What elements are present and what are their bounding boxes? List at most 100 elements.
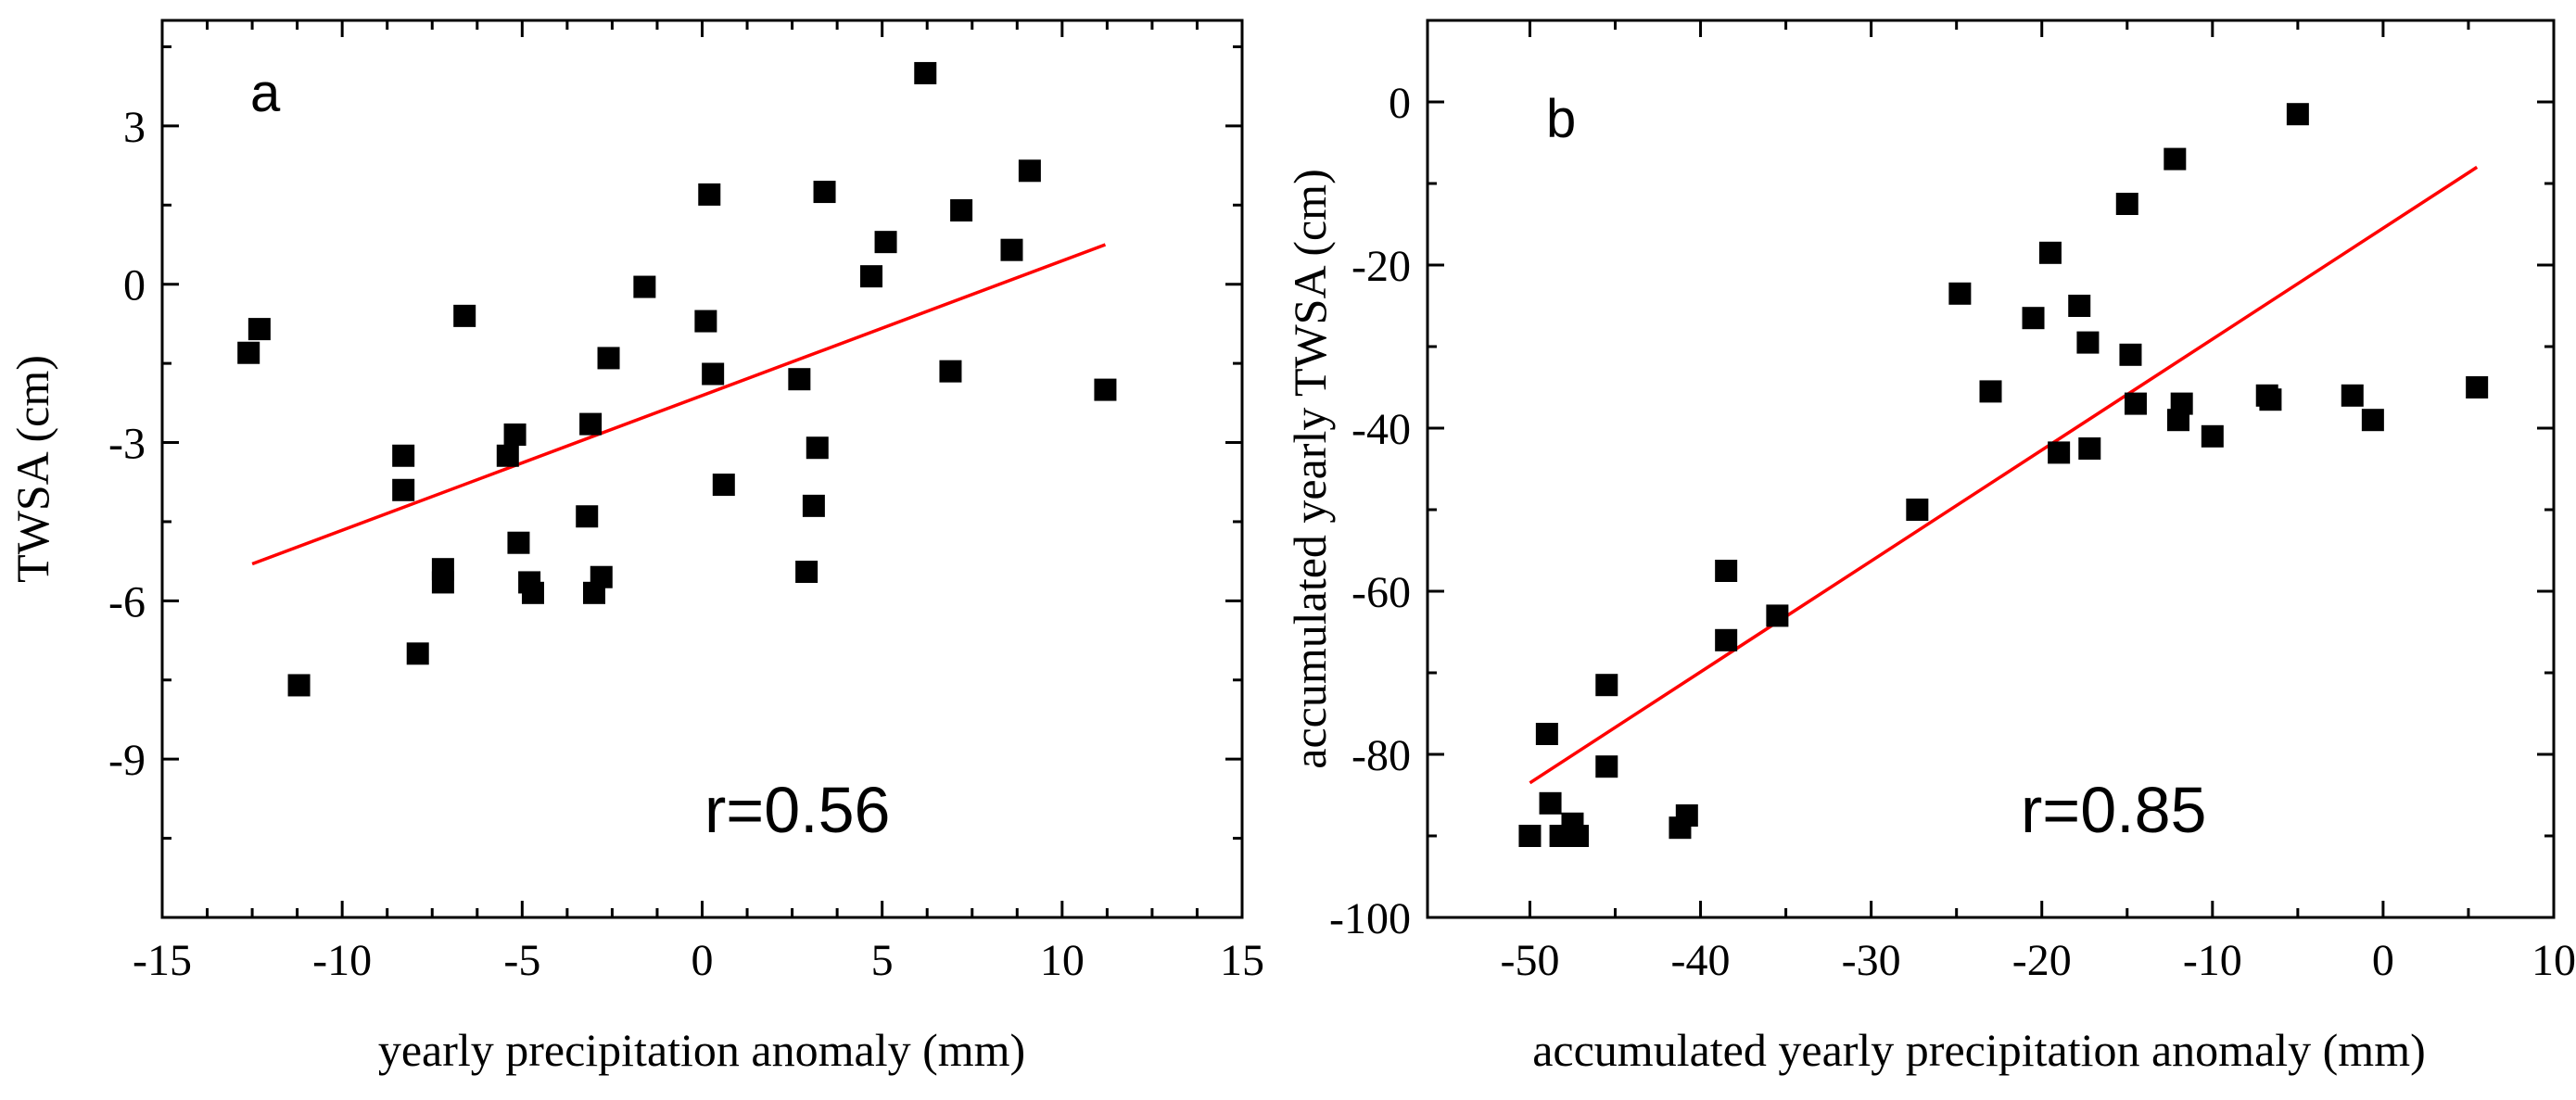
panel-a-data-point	[287, 674, 311, 697]
panel-a-x-tick-label: -10	[312, 936, 372, 985]
panel-b-data-point	[1595, 674, 1618, 697]
panel-b-data-point	[2115, 193, 2138, 215]
panel-a-data-point	[392, 444, 415, 467]
panel-a-data-point	[521, 581, 544, 604]
panel-a-data-point	[950, 198, 973, 221]
panel-b-y-tick-label: -80	[1351, 731, 1411, 780]
panel-a-data-point	[1094, 378, 1117, 401]
panel-a-y-tick-label: -3	[108, 420, 146, 469]
panel-a-data-point	[1018, 159, 1041, 183]
panel-b-data-point	[1518, 825, 1542, 847]
panel-a-data-point	[576, 505, 599, 528]
panel-a-data-point	[633, 275, 656, 298]
panel-a-data-point	[874, 231, 897, 254]
panel-a-x-tick-label: 10	[1040, 936, 1085, 985]
panel-b-correlation-label: r=0.85	[2021, 774, 2206, 846]
panel-a-plot-frame	[160, 19, 1244, 919]
panel-a-data-point	[860, 265, 883, 288]
panel-b-data-point	[1906, 499, 1929, 521]
panel-a-data-point	[597, 347, 620, 370]
panel-b-data-point	[1535, 723, 1558, 745]
panel-a-x-tick-label: -5	[503, 936, 540, 985]
panel-a-data-point	[503, 423, 527, 446]
panel-b-data-point	[2078, 437, 2101, 460]
panel-a-data-point	[406, 642, 429, 665]
panel-a-data-point	[698, 183, 721, 206]
panel-a-data-point	[712, 474, 735, 497]
panel-b-data-point	[2201, 424, 2224, 448]
panel-b-data-point	[1715, 560, 1738, 582]
panel-a-data-point	[702, 362, 725, 386]
panel-b-data-point	[1539, 791, 1562, 815]
panel-b-data-point	[1979, 380, 2002, 403]
panel-a-data-point	[806, 436, 829, 460]
panel-b-panel-letter: b	[1546, 89, 1576, 149]
panel-a-correlation-label: r=0.56	[704, 774, 890, 846]
panel-b-x-tick-label: 0	[2372, 936, 2394, 985]
panel-b-data-point	[2068, 295, 2091, 317]
panel-a-data-point	[579, 412, 603, 436]
panel-a-data-point	[496, 444, 519, 467]
panel-b-x-tick-label: -40	[1671, 936, 1731, 985]
panel-b-plot-frame	[1426, 19, 2556, 919]
panel-a-x-tick-label: -15	[133, 936, 192, 985]
panel-a-data-point	[795, 561, 818, 584]
panel-b-x-axis-label: accumulated yearly precipitation anomaly…	[1532, 1024, 2426, 1076]
panel-a-data-point	[788, 368, 811, 391]
panel-a-data-point	[247, 318, 271, 341]
panel-a: -15 -10 -5 0 5 10 15 -9 -6 -3 0 3 yearly precipitati…	[6, 19, 1264, 1076]
panel-b-data-point	[2341, 384, 2364, 407]
panel-a-x-tick-label: 0	[692, 936, 714, 985]
panel-b-y-tick-label: -40	[1351, 405, 1411, 454]
panel-b-data-point	[2170, 392, 2193, 415]
panel-b-x-tick-label: 10	[2532, 936, 2576, 985]
panel-a-data-point	[694, 310, 717, 333]
panel-b-data-point	[2022, 307, 2045, 330]
panel-b-data-point	[2286, 103, 2309, 126]
panel-a-data-point	[813, 181, 836, 204]
panel-a-data-point	[802, 494, 825, 517]
panel-b-y-axis-label: accumulated yearly TWSA (cm)	[1284, 169, 1336, 768]
panel-a-y-tick-label: -6	[108, 577, 146, 626]
panel-a-x-tick-label: 15	[1220, 936, 1264, 985]
panel-b-data-point	[2259, 388, 2282, 411]
panel-a-data-point	[237, 341, 260, 364]
panel-a-data-point	[507, 531, 530, 554]
panel-b-data-point	[2466, 376, 2489, 398]
panel-a-data-point	[914, 61, 937, 84]
panel-b-y-tick-label: -60	[1351, 568, 1411, 617]
panel-a-y-tick-label: 0	[123, 261, 146, 310]
panel-b-data-point	[1675, 804, 1698, 827]
panel-a-fit-line	[251, 243, 1107, 566]
panel-b-data-point	[1567, 825, 1589, 847]
panel-a-y-tick-label: 3	[123, 103, 146, 152]
panel-a-data-point	[392, 478, 415, 501]
panel-b-data-point	[2164, 147, 2187, 171]
panel-a-x-tick-label: 5	[871, 936, 894, 985]
panel-b-data-point	[1715, 628, 1738, 651]
panel-b-data-point	[2038, 241, 2062, 264]
panel-b-y-tick-label: -100	[1329, 894, 1411, 943]
panel-a-data-point	[590, 565, 613, 588]
panel-a-data-point	[939, 360, 962, 383]
panel-a-data-point	[453, 304, 476, 327]
panel-b-data-point	[1766, 604, 1789, 627]
panel-b-fit-line	[1529, 165, 2479, 785]
panel-b-data-point	[2048, 441, 2071, 464]
panel-b-data-point	[2361, 409, 2384, 432]
panel-a-x-axis-label: yearly precipitation anomaly (mm)	[378, 1024, 1025, 1076]
panel-b-y-tick-label: 0	[1389, 79, 1411, 128]
panel-b-data-point	[2119, 343, 2142, 366]
panel-a-data-point	[1000, 238, 1023, 261]
panel-b-x-tick-label: -20	[2012, 936, 2072, 985]
panel-b-data-point	[1948, 282, 1972, 305]
panel-a-y-tick-label: -9	[108, 736, 146, 785]
panel-a-y-axis-label: TWSA (cm)	[6, 355, 58, 583]
panel-b-data-point	[2076, 331, 2100, 354]
panel-b-data-point	[2124, 392, 2147, 415]
panel-a-panel-letter: a	[250, 63, 281, 123]
panel-b-data-point	[1595, 755, 1618, 778]
panel-b-x-tick-label: -10	[2183, 936, 2242, 985]
